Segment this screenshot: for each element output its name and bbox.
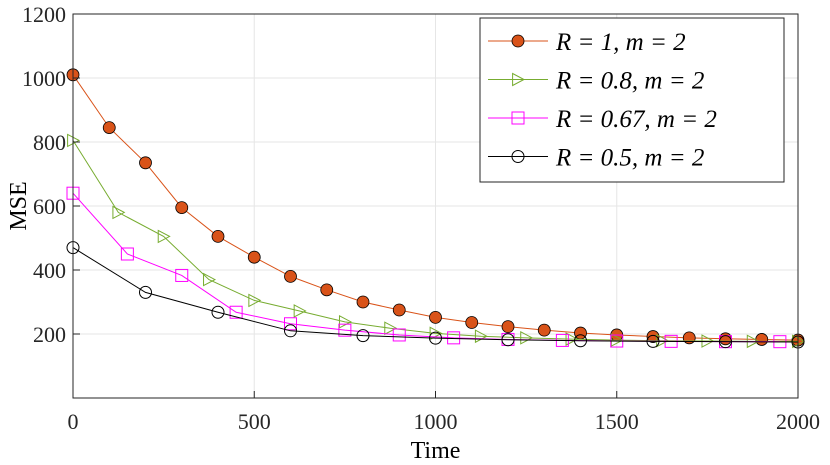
data-point [574,334,587,348]
data-point [429,310,442,324]
legend-label: R = 1, m = 2 [555,29,686,56]
data-point [574,326,587,340]
y-tick-label: 800 [33,130,66,155]
data-point [501,333,515,347]
y-tick-label: 1200 [22,2,66,27]
data-point [656,333,670,348]
y-tick-label: 1000 [22,66,66,91]
legend-swatch-marker [511,150,525,163]
data-point [520,331,534,345]
x-tick-label: 2000 [776,409,820,434]
data-point [392,328,406,342]
legend-swatch-marker [511,111,525,125]
data-point [701,334,715,348]
data-point [120,247,134,261]
data-point [284,317,297,331]
x-tick-label: 1000 [414,409,458,434]
x-tick-label: 500 [238,409,271,434]
data-point [429,326,443,341]
data-point [429,331,442,345]
data-point [157,229,171,244]
legend-entry: R = 1, m = 2 [488,29,686,56]
data-point [248,293,262,308]
data-point [356,329,370,343]
data-point [139,285,152,299]
ticks: 0 500 1000 1500 2000 200 400 600 800 1000 1200 [22,2,820,434]
y-tick-label: 600 [33,194,66,219]
data-point [537,323,551,337]
data-point [392,303,406,317]
data-point [229,305,243,319]
data-point [755,333,769,346]
data-point [211,305,225,319]
y-tick-label: 200 [33,322,66,347]
data-point [102,121,116,134]
data-point [284,269,297,283]
series-4 [66,241,805,349]
data-point [247,250,261,264]
data-point [203,272,217,287]
legend: R = 1, m = 2 R = 0.8, m = 2 R = 0.67, m = … [479,17,785,183]
data-point [565,332,579,346]
legend-entry: R = 0.8, m = 2 [488,68,704,95]
data-point [112,205,126,220]
legend-box [479,17,785,183]
legend-swatch-marker [512,72,526,87]
data-point [338,315,352,329]
legend-entry: R = 0.67, m = 2 [488,106,717,133]
y-tick-label: 400 [33,258,66,283]
x-tick-label: 0 [68,409,79,434]
data-point [465,316,479,329]
legend-swatch-marker [511,34,525,48]
data-point [384,321,398,336]
data-point [682,331,696,345]
data-point [320,283,334,297]
y-axis-label: MSE [6,181,32,230]
data-point [284,324,297,338]
data-point [646,334,660,348]
data-point [211,229,225,243]
x-axis-label: Time [411,438,461,464]
x-tick-label: 1500 [595,409,639,434]
data-point [139,156,152,170]
legend-label: R = 0.5, m = 2 [555,145,704,172]
data-point [610,333,624,347]
data-point [719,332,732,346]
series-line [72,192,780,343]
legend-label: R = 0.67, m = 2 [555,106,717,133]
legend-label: R = 0.8, m = 2 [555,68,704,95]
data-point [501,320,515,334]
series-layer [66,68,806,349]
data-point [338,323,352,337]
data-point [293,304,307,318]
series-3 [66,186,787,349]
data-point [175,268,189,282]
series-line [72,247,799,343]
data-point [175,201,189,215]
data-point [646,330,660,343]
data-point [719,335,732,349]
data-point [356,295,370,309]
data-point [447,331,461,345]
legend-entry: R = 0.5, m = 2 [488,145,704,172]
